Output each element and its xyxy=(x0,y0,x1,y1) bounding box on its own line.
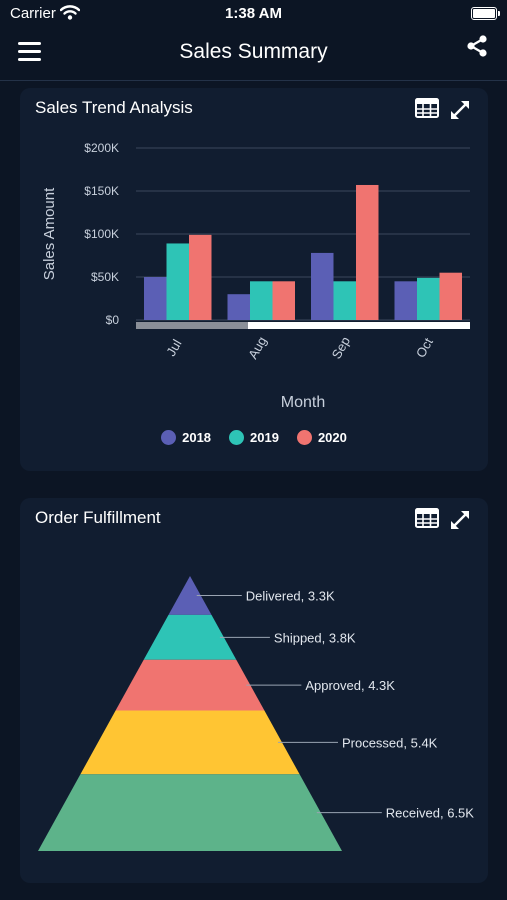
pyramid-label-shipped: Shipped, 3.8K xyxy=(274,630,356,645)
pyramid-label-processed: Processed, 5.4K xyxy=(342,735,438,750)
legend-label: 2018 xyxy=(182,430,212,445)
expand-icon[interactable] xyxy=(448,98,472,122)
clock: 1:38 AM xyxy=(225,5,282,22)
bar-2020-oct[interactable] xyxy=(439,272,463,320)
y-tick-label: $150K xyxy=(84,184,119,198)
sales-trend-chart: $0 $50K $100K $150K $200K Jul Aug Sep Oct Sales… xyxy=(41,141,470,411)
bar-2020-sep[interactable] xyxy=(356,184,379,320)
chart-legend: 2018 2019 2020 xyxy=(20,430,488,445)
pyramid-layer-shipped[interactable] xyxy=(143,614,237,660)
expand-icon[interactable] xyxy=(448,508,472,532)
pyramid-label-received: Received, 6.5K xyxy=(386,806,474,821)
chart-scrollbar-track[interactable] xyxy=(136,322,470,329)
pyramid-layer-received[interactable] xyxy=(38,774,342,851)
nav-bar: Sales Summary xyxy=(0,28,507,81)
wifi-icon xyxy=(60,5,80,20)
x-tick-label: Jul xyxy=(163,337,184,359)
bar-2019-jul[interactable] xyxy=(166,243,190,320)
bar-2019-sep[interactable] xyxy=(333,281,357,320)
pyramid-layer-processed[interactable] xyxy=(80,710,300,775)
x-axis-title: Month xyxy=(281,394,325,411)
status-bar: Carrier 1:38 AM xyxy=(0,0,507,28)
pyramid-layer-approved[interactable] xyxy=(115,659,265,711)
pyramid-label-approved: Approved, 4.3K xyxy=(305,678,395,693)
table-grid-icon[interactable] xyxy=(415,508,439,528)
carrier-label: Carrier xyxy=(10,5,56,22)
bar-2019-oct[interactable] xyxy=(417,277,440,320)
legend-dot xyxy=(161,430,177,445)
bar-2018-aug[interactable] xyxy=(227,294,251,320)
y-tick-label: $100K xyxy=(84,227,119,241)
legend-item-2018[interactable]: 2018 xyxy=(161,430,211,445)
pyramid-layer-delivered[interactable] xyxy=(168,576,212,615)
order-fulfillment-pyramid: Delivered, 3.3K Shipped, 3.8K Approved, 4.… xyxy=(38,576,474,851)
legend-dot xyxy=(296,430,312,445)
x-tick-label: Oct xyxy=(413,335,436,360)
bar-2018-oct[interactable] xyxy=(394,281,418,320)
chart-scrollbar-thumb[interactable] xyxy=(136,322,248,329)
page-title: Sales Summary xyxy=(179,40,328,63)
x-tick-label: Aug xyxy=(245,334,270,362)
bar-2020-aug[interactable] xyxy=(272,281,296,320)
bar-2018-jul[interactable] xyxy=(144,277,167,320)
y-tick-label: $50K xyxy=(91,270,119,284)
legend-item-2020[interactable]: 2020 xyxy=(296,430,347,445)
legend-label: 2019 xyxy=(250,430,279,445)
sales-trend-card: Sales Trend Analysis $0 $50K $100K $150K $20… xyxy=(20,88,488,471)
legend-item-2019[interactable]: 2019 xyxy=(229,430,279,445)
pyramid-label-delivered: Delivered, 3.3K xyxy=(246,588,335,603)
bar-2019-aug[interactable] xyxy=(250,281,273,320)
y-tick-label: $0 xyxy=(106,313,120,327)
bar-2020-jul[interactable] xyxy=(189,234,212,320)
order-fulfillment-title: Order Fulfillment xyxy=(35,508,161,527)
table-grid-icon[interactable] xyxy=(415,98,439,118)
sales-trend-title: Sales Trend Analysis xyxy=(35,98,193,117)
hamburger-menu-icon[interactable] xyxy=(18,42,41,62)
order-fulfillment-card: Order Fulfillment Delivered, 3.3K Shipped… xyxy=(20,498,488,883)
battery-icon xyxy=(471,7,500,20)
bar-2018-sep[interactable] xyxy=(311,252,334,320)
y-tick-label: $200K xyxy=(84,141,119,155)
share-icon[interactable] xyxy=(465,34,489,58)
legend-label: 2020 xyxy=(317,430,347,445)
legend-dot xyxy=(229,430,245,445)
y-axis-title: Sales Amount xyxy=(41,187,58,280)
x-tick-label: Sep xyxy=(329,334,354,362)
